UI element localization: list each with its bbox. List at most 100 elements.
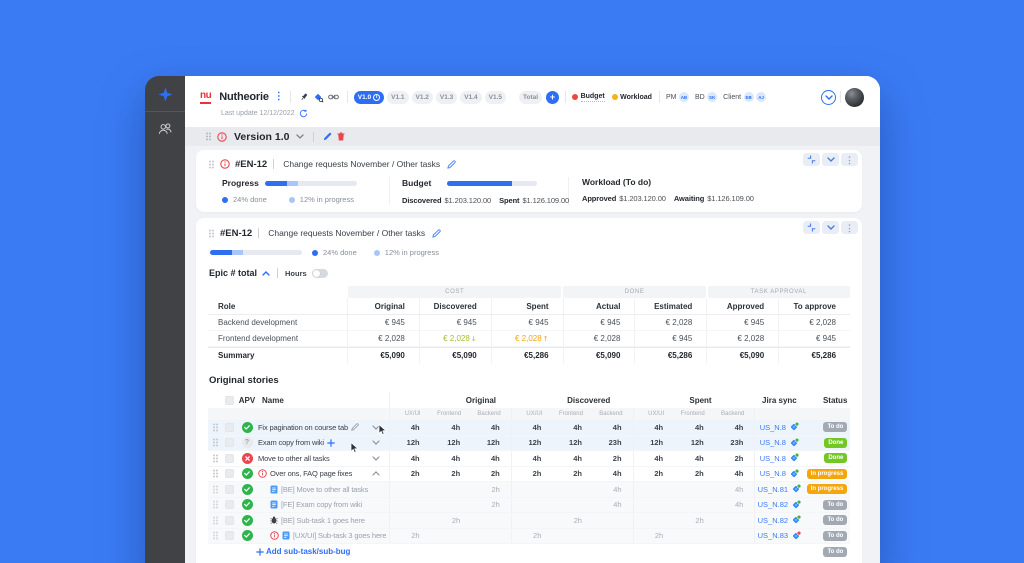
apv-status-done-icon[interactable] bbox=[236, 530, 258, 542]
row-checkbox[interactable] bbox=[222, 500, 236, 510]
edit-epic-icon[interactable] bbox=[447, 159, 456, 169]
story-row[interactable]: Fix pagination on course tab 4h 4h 4h 4h 4h 4h… bbox=[208, 420, 850, 436]
metric-toggle-budget[interactable]: Budget bbox=[572, 93, 605, 102]
row-checkbox[interactable] bbox=[222, 438, 236, 448]
drag-handle-icon[interactable] bbox=[208, 500, 222, 509]
hours-cell bbox=[715, 513, 756, 528]
task-name[interactable]: Move to other all tasks bbox=[258, 453, 330, 463]
drag-handle-icon[interactable] bbox=[208, 531, 222, 540]
row-checkbox[interactable] bbox=[222, 422, 236, 432]
chevron-up-icon[interactable] bbox=[372, 471, 380, 476]
pin-icon[interactable] bbox=[299, 92, 309, 102]
drag-handle-icon[interactable] bbox=[208, 485, 222, 494]
story-row[interactable]: Move to other all tasks 4h 4h 4h 4h 4h 2h 4h 4h 2… bbox=[208, 451, 850, 467]
edit-version-icon[interactable] bbox=[323, 132, 332, 141]
edit-task-icon[interactable] bbox=[351, 423, 359, 431]
apv-status-done-icon[interactable] bbox=[236, 468, 258, 480]
title-menu-icon[interactable]: ⋮ bbox=[273, 91, 284, 102]
task-name[interactable]: [BE] Sub-task 1 goes here bbox=[281, 515, 365, 525]
jira-link[interactable]: US_N.82 bbox=[757, 500, 789, 510]
chevron-up-icon[interactable] bbox=[262, 270, 270, 276]
drag-handle-icon[interactable] bbox=[208, 438, 222, 447]
add-subtask-button[interactable]: Add sub-task/sub-bug bbox=[266, 547, 351, 557]
story-row[interactable]: ? Exam copy from wiki 12h 12h 12h 12h 12h 23h 12… bbox=[208, 435, 850, 451]
task-name[interactable]: Over ons, FAQ page fixes bbox=[270, 469, 353, 479]
drag-handle-icon[interactable] bbox=[208, 229, 215, 238]
sparkle-logo-icon[interactable] bbox=[157, 87, 173, 102]
drag-handle-icon[interactable] bbox=[208, 516, 222, 525]
jira-link[interactable]: US_N.8 bbox=[759, 469, 786, 479]
row-checkbox[interactable] bbox=[222, 469, 236, 479]
chevron-down-icon[interactable] bbox=[296, 134, 305, 139]
apv-status-done-icon[interactable] bbox=[236, 421, 258, 433]
version-chip-total[interactable]: Total bbox=[519, 90, 543, 104]
version-chip-v1-5[interactable]: V1.5 bbox=[484, 90, 507, 104]
task-name[interactable]: [UX/UI] Sub-task 3 goes here bbox=[293, 531, 387, 541]
chevron-down-icon[interactable] bbox=[372, 440, 380, 446]
person-avatar-badge[interactable]: AJ bbox=[756, 92, 767, 102]
card-menu-button[interactable]: ⋮ bbox=[841, 153, 858, 166]
subtask-row[interactable]: [BE] Move to other all tasks 2h 4h 4h US_N.8… bbox=[208, 482, 850, 498]
link-icon[interactable] bbox=[327, 93, 339, 101]
person-avatar-badge[interactable]: AB bbox=[678, 92, 689, 102]
subtask-icon bbox=[270, 500, 278, 509]
drag-handle-icon[interactable] bbox=[208, 160, 215, 169]
chevron-down-icon[interactable] bbox=[372, 425, 380, 430]
users-icon[interactable] bbox=[158, 122, 173, 135]
jira-link[interactable]: US_N.8 bbox=[759, 422, 786, 432]
expand-card-button[interactable] bbox=[822, 221, 839, 234]
version-chip-v1-3[interactable]: V1.3 bbox=[435, 90, 458, 104]
apv-status-done-icon[interactable] bbox=[236, 499, 258, 511]
drag-handle-icon[interactable] bbox=[208, 469, 222, 478]
person-avatar-badge[interactable]: EB bbox=[743, 92, 754, 102]
apv-status-done-icon[interactable] bbox=[236, 483, 258, 495]
card-menu-button[interactable]: ⋮ bbox=[841, 221, 858, 234]
expand-card-button[interactable] bbox=[822, 153, 839, 166]
jira-link[interactable]: US_N.81 bbox=[757, 484, 789, 494]
jira-search-icon[interactable] bbox=[313, 92, 324, 103]
person-avatar-badge[interactable]: SK bbox=[707, 92, 718, 102]
value-text: € 945 bbox=[384, 318, 405, 327]
subtask-row[interactable]: [UX/UI] Sub-task 3 goes here 2h 2h 2h US_N.8… bbox=[208, 528, 850, 544]
collapse-card-button[interactable] bbox=[803, 221, 820, 234]
collapse-card-button[interactable] bbox=[803, 153, 820, 166]
apv-status-failed-icon[interactable] bbox=[236, 452, 258, 464]
jira-link[interactable]: US_N.8 bbox=[759, 438, 786, 448]
drag-handle-icon[interactable] bbox=[205, 132, 212, 141]
jira-link[interactable]: US_N.83 bbox=[757, 531, 789, 541]
drag-handle-icon[interactable] bbox=[208, 454, 222, 463]
select-all-checkbox[interactable] bbox=[222, 395, 236, 405]
apv-status-question-icon[interactable]: ? bbox=[236, 437, 258, 449]
row-checkbox[interactable] bbox=[222, 531, 236, 541]
user-avatar[interactable] bbox=[845, 87, 864, 107]
chevron-down-icon[interactable] bbox=[372, 456, 380, 461]
task-name[interactable]: Fix pagination on course tab bbox=[258, 422, 349, 432]
delete-version-icon[interactable] bbox=[337, 132, 345, 141]
add-version-button[interactable]: + bbox=[546, 90, 560, 104]
task-name[interactable]: [FE] Exam copy from wiki bbox=[281, 500, 362, 510]
jira-link[interactable]: US_N.8 bbox=[759, 453, 786, 463]
metric-toggle-workload[interactable]: Workload bbox=[611, 94, 652, 101]
story-row[interactable]: Over ons, FAQ page fixes 2h 2h 2h 2h 2h 4h 2h 2h… bbox=[208, 466, 850, 482]
task-name[interactable]: [BE] Move to other all tasks bbox=[281, 484, 369, 494]
edit-epic-icon[interactable] bbox=[432, 228, 441, 238]
row-checkbox[interactable] bbox=[222, 515, 236, 525]
status-badge: In progress bbox=[806, 484, 848, 495]
hours-toggle[interactable] bbox=[311, 268, 328, 278]
drag-handle-icon[interactable] bbox=[208, 423, 222, 432]
version-chip-v1-2[interactable]: V1.2 bbox=[411, 90, 433, 104]
collapse-header-button[interactable] bbox=[821, 89, 836, 105]
refresh-icon[interactable] bbox=[299, 109, 308, 118]
task-name[interactable]: Exam copy from wiki bbox=[258, 438, 324, 448]
version-chip-v1-0[interactable]: V1.0 i bbox=[353, 90, 385, 104]
subtask-row[interactable]: [FE] Exam copy from wiki 2h 4h 4h US_N.82 To … bbox=[208, 497, 850, 513]
jira-link[interactable]: US_N.82 bbox=[757, 515, 789, 525]
subtask-row[interactable]: [BE] Sub-task 1 goes here 2h 2h 2h US_N.82 To… bbox=[208, 513, 850, 529]
row-checkbox[interactable] bbox=[222, 453, 236, 463]
add-task-icon[interactable] bbox=[327, 438, 335, 447]
version-chip-v1-1[interactable]: V1.1 bbox=[387, 90, 409, 104]
version-chip-v1-4[interactable]: V1.4 bbox=[460, 90, 482, 104]
hours-cell bbox=[674, 544, 715, 560]
row-checkbox[interactable] bbox=[222, 484, 236, 494]
apv-status-done-icon[interactable] bbox=[236, 514, 258, 526]
